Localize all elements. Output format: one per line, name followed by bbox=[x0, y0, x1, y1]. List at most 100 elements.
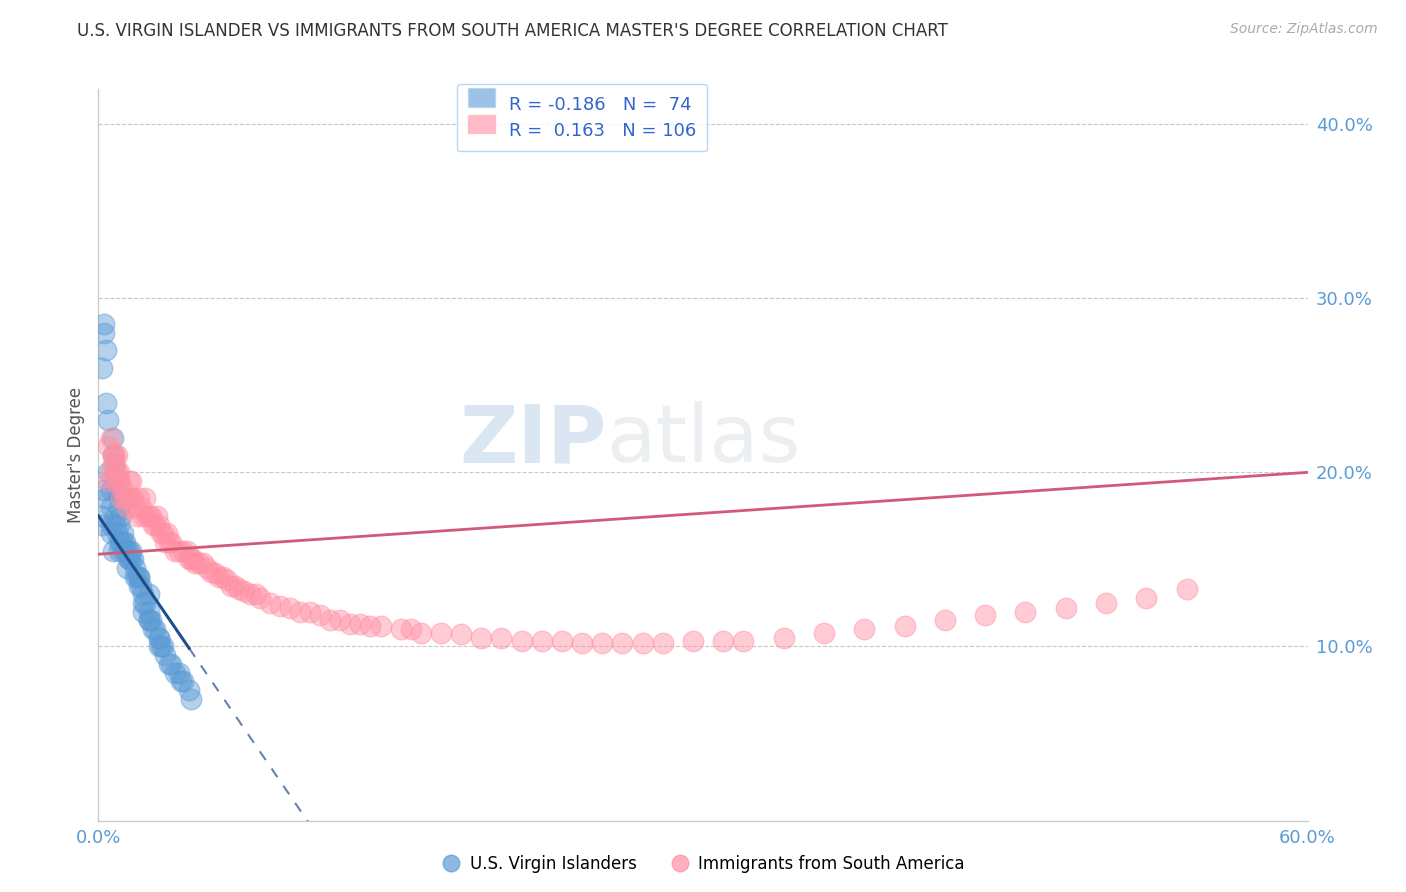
Point bbox=[157, 535, 180, 549]
Point bbox=[143, 622, 166, 636]
Point bbox=[101, 448, 124, 462]
Point bbox=[138, 613, 160, 627]
Point bbox=[134, 596, 156, 610]
Point bbox=[120, 552, 142, 566]
Point bbox=[100, 483, 122, 497]
Point bbox=[115, 491, 138, 506]
Point bbox=[107, 466, 129, 480]
Point bbox=[491, 631, 513, 645]
Point bbox=[139, 613, 162, 627]
Point bbox=[160, 657, 183, 671]
Point bbox=[772, 631, 794, 645]
Point bbox=[1175, 582, 1198, 596]
Point bbox=[430, 625, 453, 640]
Text: atlas: atlas bbox=[606, 401, 800, 479]
Point bbox=[204, 566, 226, 581]
Point bbox=[135, 508, 157, 523]
Point bbox=[1135, 591, 1157, 605]
Point bbox=[103, 466, 125, 480]
Point bbox=[974, 608, 997, 623]
Point bbox=[107, 474, 129, 488]
Point bbox=[118, 474, 141, 488]
Point bbox=[91, 360, 114, 375]
Point bbox=[153, 535, 176, 549]
Point bbox=[172, 674, 194, 689]
Point bbox=[813, 625, 835, 640]
Point bbox=[96, 343, 118, 358]
Point bbox=[409, 625, 432, 640]
Point bbox=[591, 636, 613, 650]
Point bbox=[571, 636, 593, 650]
Point bbox=[170, 674, 193, 689]
Point bbox=[111, 543, 134, 558]
Point bbox=[91, 517, 114, 532]
Point bbox=[152, 526, 174, 541]
Point bbox=[115, 500, 138, 515]
Point bbox=[157, 657, 180, 671]
Point bbox=[180, 691, 202, 706]
Point bbox=[129, 500, 152, 515]
Point bbox=[138, 605, 160, 619]
Point bbox=[105, 483, 128, 497]
Point bbox=[934, 613, 956, 627]
Text: U.S. VIRGIN ISLANDER VS IMMIGRANTS FROM SOUTH AMERICA MASTER'S DEGREE CORRELATIO: U.S. VIRGIN ISLANDER VS IMMIGRANTS FROM … bbox=[77, 22, 948, 40]
Point bbox=[138, 613, 160, 627]
Point bbox=[110, 508, 132, 523]
Point bbox=[120, 543, 142, 558]
Point bbox=[360, 618, 382, 632]
Point bbox=[91, 508, 114, 523]
Point bbox=[143, 517, 166, 532]
Point bbox=[120, 474, 142, 488]
Point bbox=[153, 648, 176, 663]
Point bbox=[97, 439, 120, 453]
Point bbox=[212, 570, 235, 584]
Point bbox=[148, 640, 170, 654]
Point bbox=[101, 430, 124, 444]
Point bbox=[551, 634, 574, 648]
Point bbox=[176, 543, 198, 558]
Legend: R = -0.186   N =  74, R =  0.163   N = 106: R = -0.186 N = 74, R = 0.163 N = 106 bbox=[457, 84, 707, 151]
Point bbox=[132, 605, 155, 619]
Point bbox=[163, 543, 186, 558]
Point bbox=[138, 587, 160, 601]
Point bbox=[163, 665, 186, 680]
Point bbox=[107, 535, 129, 549]
Point bbox=[110, 491, 132, 506]
Point bbox=[232, 583, 254, 598]
Point bbox=[146, 508, 169, 523]
Point bbox=[228, 582, 250, 596]
Point bbox=[103, 508, 125, 523]
Point bbox=[221, 578, 243, 592]
Point bbox=[125, 508, 148, 523]
Point bbox=[124, 500, 146, 515]
Point bbox=[114, 491, 136, 506]
Point bbox=[111, 526, 134, 541]
Point bbox=[128, 491, 150, 506]
Point bbox=[1054, 601, 1077, 615]
Point bbox=[105, 448, 128, 462]
Point bbox=[111, 483, 134, 497]
Point bbox=[200, 565, 222, 579]
Point bbox=[149, 526, 172, 541]
Point bbox=[530, 634, 553, 648]
Point bbox=[105, 466, 128, 480]
Point bbox=[631, 636, 654, 650]
Point bbox=[101, 457, 124, 471]
Point bbox=[733, 634, 755, 648]
Point bbox=[101, 448, 124, 462]
Point bbox=[156, 526, 179, 541]
Point bbox=[249, 591, 271, 605]
Point bbox=[853, 622, 876, 636]
Point bbox=[193, 556, 215, 570]
Point bbox=[180, 552, 202, 566]
Point bbox=[93, 483, 115, 497]
Point bbox=[217, 574, 239, 588]
Point bbox=[160, 535, 183, 549]
Point bbox=[120, 491, 142, 506]
Point bbox=[134, 491, 156, 506]
Point bbox=[339, 616, 361, 631]
Point bbox=[107, 500, 129, 515]
Point bbox=[100, 466, 122, 480]
Point bbox=[124, 570, 146, 584]
Point bbox=[100, 517, 122, 532]
